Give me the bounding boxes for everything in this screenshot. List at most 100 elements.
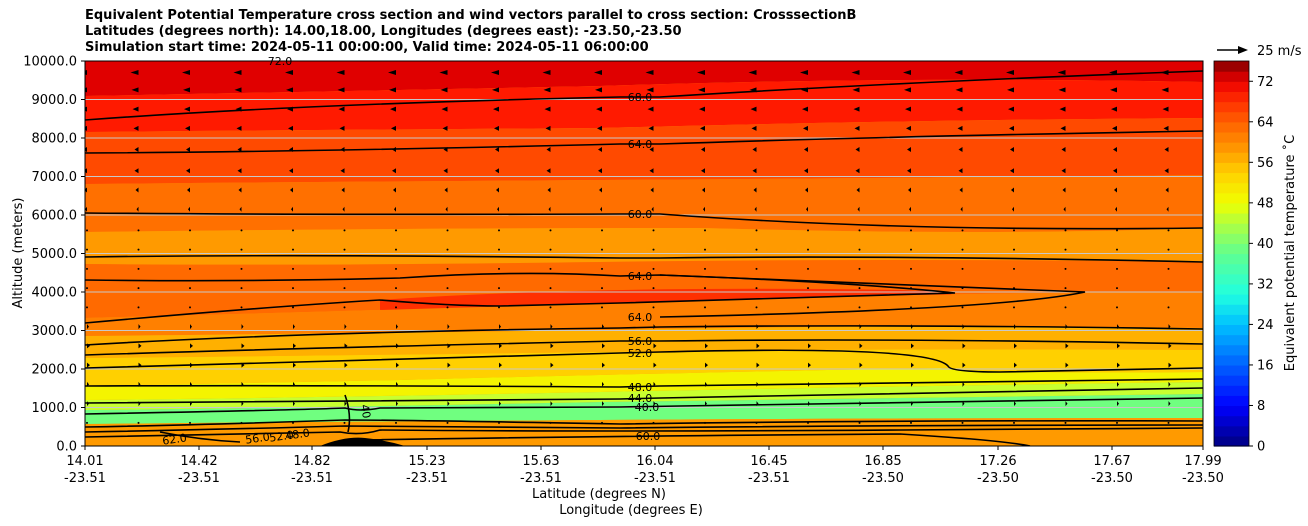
wind-vector [130, 70, 139, 76]
wind-vector [649, 168, 654, 174]
wind-vector [1007, 87, 1014, 93]
wind-vector [1064, 287, 1067, 290]
wind-vector [1168, 343, 1172, 349]
wind-vector [702, 187, 705, 193]
wind-vector [1063, 206, 1066, 212]
x-tick-label-lon: -23.50 [862, 471, 904, 486]
wind-vector [337, 87, 345, 93]
wind-vector [1167, 306, 1170, 309]
colorbar-tick-label: 32 [1257, 277, 1274, 292]
wind-vector [498, 229, 500, 232]
wind-vector [134, 147, 139, 153]
colorbar-segment [1214, 121, 1249, 133]
wind-vector [395, 229, 397, 232]
wind-vector [544, 106, 551, 112]
wind-vector [86, 267, 88, 270]
y-tick-label: 5000.0 [32, 247, 78, 262]
wind-vector [1065, 381, 1068, 387]
colorbar-tick-label: 56 [1257, 156, 1274, 171]
x-tick-label-lat: 14.01 [66, 454, 103, 469]
x-tick-label-lon: -23.51 [291, 471, 333, 486]
chart-title-line-2: Latitudes (degrees north): 14.00,18.00, … [85, 24, 682, 39]
wind-vector [807, 267, 809, 270]
wind-vector [234, 87, 242, 93]
colorbar-segment [1214, 405, 1249, 417]
wind-vector [752, 168, 757, 174]
wind-vector [598, 147, 602, 153]
wind-vector [1013, 421, 1015, 424]
x-tick-label-lon: -23.51 [64, 471, 106, 486]
wind-vector [291, 206, 293, 212]
wind-vector [292, 248, 294, 251]
wind-vector [499, 324, 501, 330]
wind-vector [138, 343, 142, 349]
x-tick-label-lat: 15.23 [408, 454, 445, 469]
wind-vector [704, 287, 706, 290]
contour-line [85, 272, 956, 324]
wind-vector [240, 229, 243, 232]
wind-vector [961, 306, 964, 309]
colorbar-segment [1214, 111, 1249, 123]
contour-line [85, 70, 1203, 121]
wind-vector [1014, 362, 1017, 368]
wind-vector [342, 206, 345, 212]
contour-label: 40.0 [635, 401, 660, 414]
y-tick-label: 8000.0 [32, 132, 78, 147]
wind-vector [87, 362, 90, 368]
wind-vector [293, 324, 295, 330]
wind-vector [182, 70, 190, 76]
wind-vector [1113, 168, 1117, 174]
wind-vector [189, 306, 191, 309]
wind-vector [698, 87, 705, 93]
wind-vector [1008, 106, 1014, 112]
wind-vector [1162, 106, 1169, 112]
wind-vector [1064, 248, 1067, 251]
contour-line [85, 378, 1203, 388]
colorbar-segment [1214, 172, 1249, 184]
wind-vector [907, 147, 911, 153]
wind-vector [808, 343, 811, 349]
wind-vector [596, 106, 602, 112]
wind-vector [442, 125, 448, 131]
wind-vector [1013, 267, 1015, 270]
colorbar-tick-label: 72 [1257, 75, 1274, 90]
wind-vector [755, 267, 758, 270]
wind-vector [241, 343, 245, 349]
wind-vector [183, 87, 190, 93]
wind-vector [756, 343, 760, 349]
y-tick-label: 2000.0 [32, 363, 78, 378]
wind-vector [236, 125, 242, 131]
wind-vector [241, 324, 244, 330]
wind-vector [601, 267, 603, 270]
wind-vector [1114, 187, 1117, 193]
wind-vector [1064, 421, 1067, 424]
wind-vector [395, 248, 397, 251]
wind-vector [804, 147, 808, 153]
colorbar-segment [1214, 71, 1249, 82]
contour-label: 56.0 [628, 335, 653, 348]
wind-vector [336, 70, 345, 76]
y-tick-label: 0.0 [56, 440, 77, 455]
wind-vector [602, 381, 604, 387]
wind-vector [293, 362, 296, 368]
wind-vector [447, 324, 450, 330]
colorbar-segment [1214, 273, 1249, 285]
wind-vector [903, 70, 911, 76]
wind-vector [598, 168, 602, 174]
wind-vector [955, 87, 963, 93]
wind-vector [956, 106, 963, 112]
wind-vector [550, 362, 554, 368]
wind-vector [396, 401, 398, 407]
wind-vector [1061, 168, 1066, 174]
wind-vector [959, 187, 963, 193]
wind-vector [1116, 421, 1118, 424]
wind-vector [1164, 168, 1169, 174]
x-tick-label-lat: 15.63 [522, 454, 559, 469]
wind-vector [292, 306, 294, 309]
wind-vector [905, 106, 911, 112]
wind-vector [498, 267, 500, 270]
wind-vector [343, 229, 346, 232]
contour-line [85, 130, 1203, 154]
wind-vector [233, 70, 242, 76]
contour-label: 52.0 [268, 428, 294, 444]
